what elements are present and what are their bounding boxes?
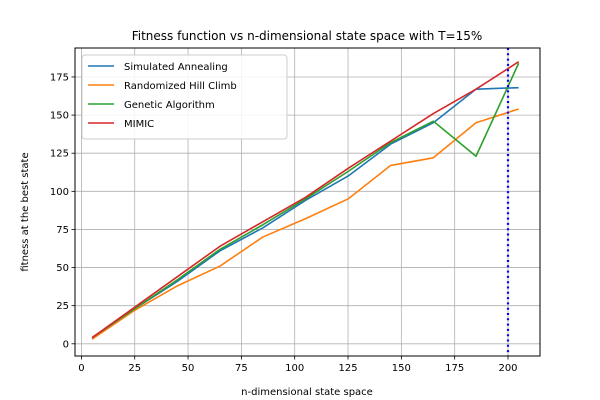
y-tick-label: 25 [56,301,69,312]
x-tick-label: 100 [285,363,304,374]
legend: Simulated Annealing Randomized Hill Climb… [81,54,288,140]
series-line-genetic-algorithm [91,62,520,339]
x-tick-label: 175 [445,363,464,374]
legend-label: Randomized Hill Climb [124,81,237,92]
legend-label: Genetic Algorithm [124,100,215,111]
x-axis-title: n-dimensional state space [241,387,373,398]
x-tick-label: 0 [78,363,84,374]
legend-label: MIMIC [124,119,154,130]
y-tick-label: 150 [50,111,69,122]
x-tick-label: 75 [235,363,248,374]
y-tick-label: 125 [50,149,69,160]
x-tick-label: 150 [392,363,411,374]
plot-area-frame [74,47,541,357]
series-lines [91,61,520,340]
grid-lines [75,48,540,356]
series-line-randomized-hill-climb [91,108,519,340]
x-tick-label: 50 [182,363,195,374]
y-tick-label: 100 [50,187,69,198]
y-tick-label: 50 [56,263,69,274]
legend-box [81,54,288,140]
y-tick-label: 175 [50,72,69,83]
chart-title: Fitness function vs n-dimensional state … [132,29,483,43]
y-tick-label: 75 [56,225,69,236]
x-tick-label: 200 [498,363,517,374]
x-tick-label: 125 [338,363,357,374]
legend-label: Simulated Annealing [124,62,228,73]
x-axis-ticks: 0 25 50 75 100 125 150 175 200 [78,356,518,374]
series-line-simulated-annealing [91,86,519,339]
x-tick-label: 25 [128,363,141,374]
y-axis-ticks: 0 25 50 75 100 125 150 175 [50,72,75,350]
series-line-mimic [91,61,520,339]
y-tick-label: 0 [63,339,69,350]
y-axis-title: fitness at the best state [20,152,31,271]
